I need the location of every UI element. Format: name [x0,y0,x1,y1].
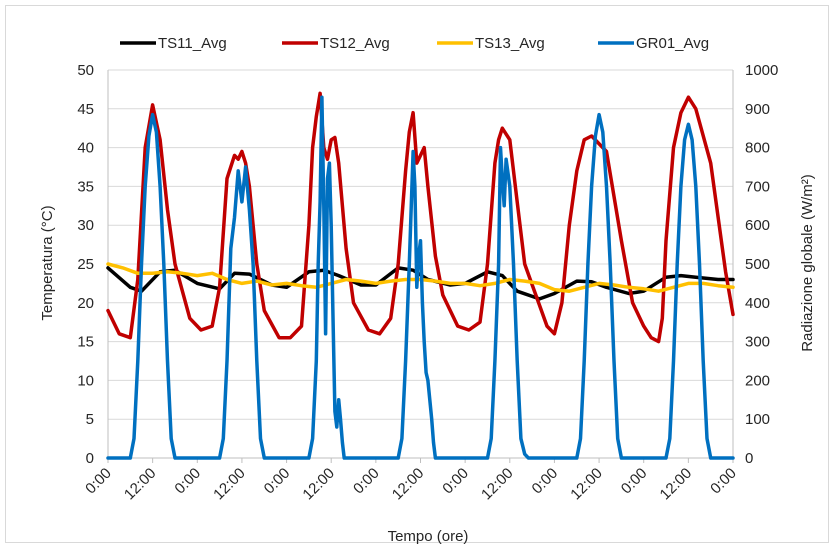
x-tick-label: 12:00 [121,465,160,504]
y-left-tick-label: 15 [77,334,94,351]
legend-label: TS13_Avg [475,35,545,52]
y-right-tick-label: 900 [745,101,770,118]
y-left-tick-label: 5 [86,411,94,428]
y-left-tick-label: 20 [77,295,94,312]
x-tick-label: 12:00 [389,465,428,504]
y-left-tick-label: 50 [77,62,94,79]
y-left-tick-label: 10 [77,372,94,389]
gridlines [108,69,733,420]
chart-frame [5,5,829,543]
y-left-tick-label: 45 [77,101,94,118]
x-tick-label: 0:00 [171,465,204,498]
legend-label: TS12_Avg [320,35,390,52]
x-tick-label: 0:00 [261,465,294,498]
y-left-tick-label: 40 [77,140,94,157]
x-tick-label: 0:00 [350,465,383,498]
x-tick-label: 12:00 [567,465,606,504]
y-right-tick-label: 700 [745,178,770,195]
legend-label: TS11_Avg [158,35,227,52]
y-right-tick-label: 0 [745,450,753,467]
y-left-tick-label: 30 [77,217,94,234]
y-axis-left-title: Temperatura (°C) [39,205,56,320]
y-left-tick-label: 25 [77,256,94,273]
x-tick-label: 0:00 [529,465,562,498]
y-right-tick-label: 1000 [745,62,778,79]
x-tick-label: 12:00 [478,465,517,504]
y-right-tick-label: 500 [745,256,770,273]
y-right-tick-label: 300 [745,334,770,351]
x-tick-label: 0:00 [618,465,651,498]
y-axis-right-title: Radiazione globale (W/m²) [799,174,816,352]
legend: TS11_Avg TS12_Avg TS13_Avg GR01_Avg [120,35,709,52]
y-right-tick-label: 200 [745,372,770,389]
y-right-tick-label: 400 [745,295,770,312]
y-left-tick-label: 35 [77,178,94,195]
x-tick-label: 0:00 [707,465,740,498]
series-lines [106,91,735,460]
x-tick-label: 12:00 [299,465,338,504]
legend-label: GR01_Avg [636,35,709,52]
x-tick-label: 12:00 [657,465,696,504]
x-axis-title: Tempo (ore) [388,528,469,545]
y-right-tick-label: 800 [745,140,770,157]
tick-labels: 0510152025303540455001002003004005006007… [77,62,778,503]
y-right-tick-label: 100 [745,411,770,428]
x-tick-label: 0:00 [82,465,115,498]
x-tick-label: 0:00 [439,465,472,498]
series-line-ts12-avg [106,91,735,344]
x-tick-label: 12:00 [210,465,249,504]
series-line-gr01-avg [106,95,735,460]
y-left-tick-label: 0 [86,450,94,467]
y-right-tick-label: 600 [745,217,770,234]
